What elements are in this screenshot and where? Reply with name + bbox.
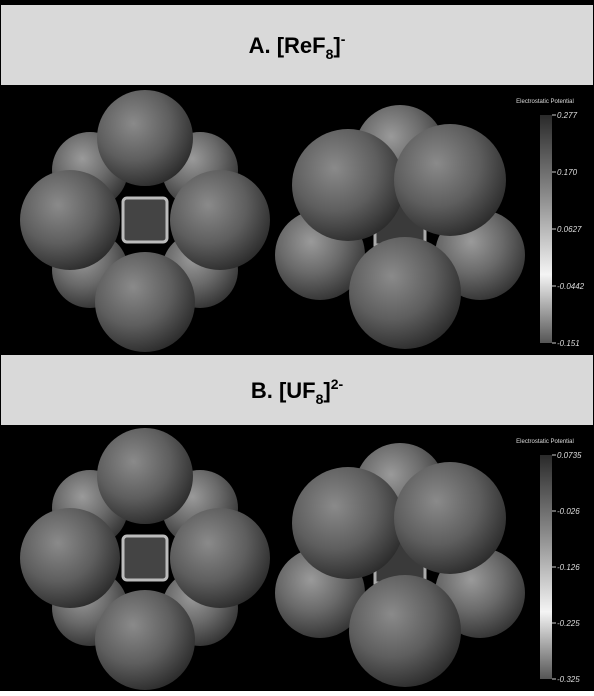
page: A. [ReF8]-Electrostatic Potential0.2770.… [0,0,594,696]
atom [349,237,461,349]
atom [349,575,461,687]
title-part: 8 [316,391,324,407]
atom [292,467,404,579]
colorbar-label: -0.126 [557,563,580,572]
colorbar-label: 0.0735 [557,451,582,460]
colorbar-label: 0.0627 [557,225,582,234]
atom [394,462,506,574]
title-part: B. [UF [251,378,316,403]
colorbar-label: 0.170 [557,168,578,177]
atom [95,252,195,352]
colorbar [540,115,552,343]
atom [394,124,506,236]
title-part: ] [323,378,330,403]
atom [20,170,120,270]
title-part: A. [ReF [249,33,326,58]
atom [20,508,120,608]
colorbar [540,455,552,679]
atom [170,508,270,608]
title-part: ] [333,33,340,58]
title-part: - [341,31,346,47]
colorbar-label: -0.0442 [557,282,585,291]
atom [97,90,193,186]
colorbar-label: -0.325 [557,675,580,684]
core [123,536,167,580]
figure: A. [ReF8]-Electrostatic Potential0.2770.… [0,0,594,691]
atom [95,590,195,690]
atom [170,170,270,270]
title-part: 8 [326,46,334,62]
atom [292,129,404,241]
colorbar-label: -0.225 [557,619,580,628]
legend-title: Electrostatic Potential [516,99,574,105]
colorbar-label: 0.277 [557,111,578,120]
atom [97,428,193,524]
colorbar-label: -0.026 [557,507,580,516]
core [123,198,167,242]
colorbar-label: -0.151 [557,339,580,348]
panel-title: B. [UF8]2- [251,376,344,407]
title-part: 2- [331,376,344,392]
legend-title: Electrostatic Potential [516,439,574,445]
